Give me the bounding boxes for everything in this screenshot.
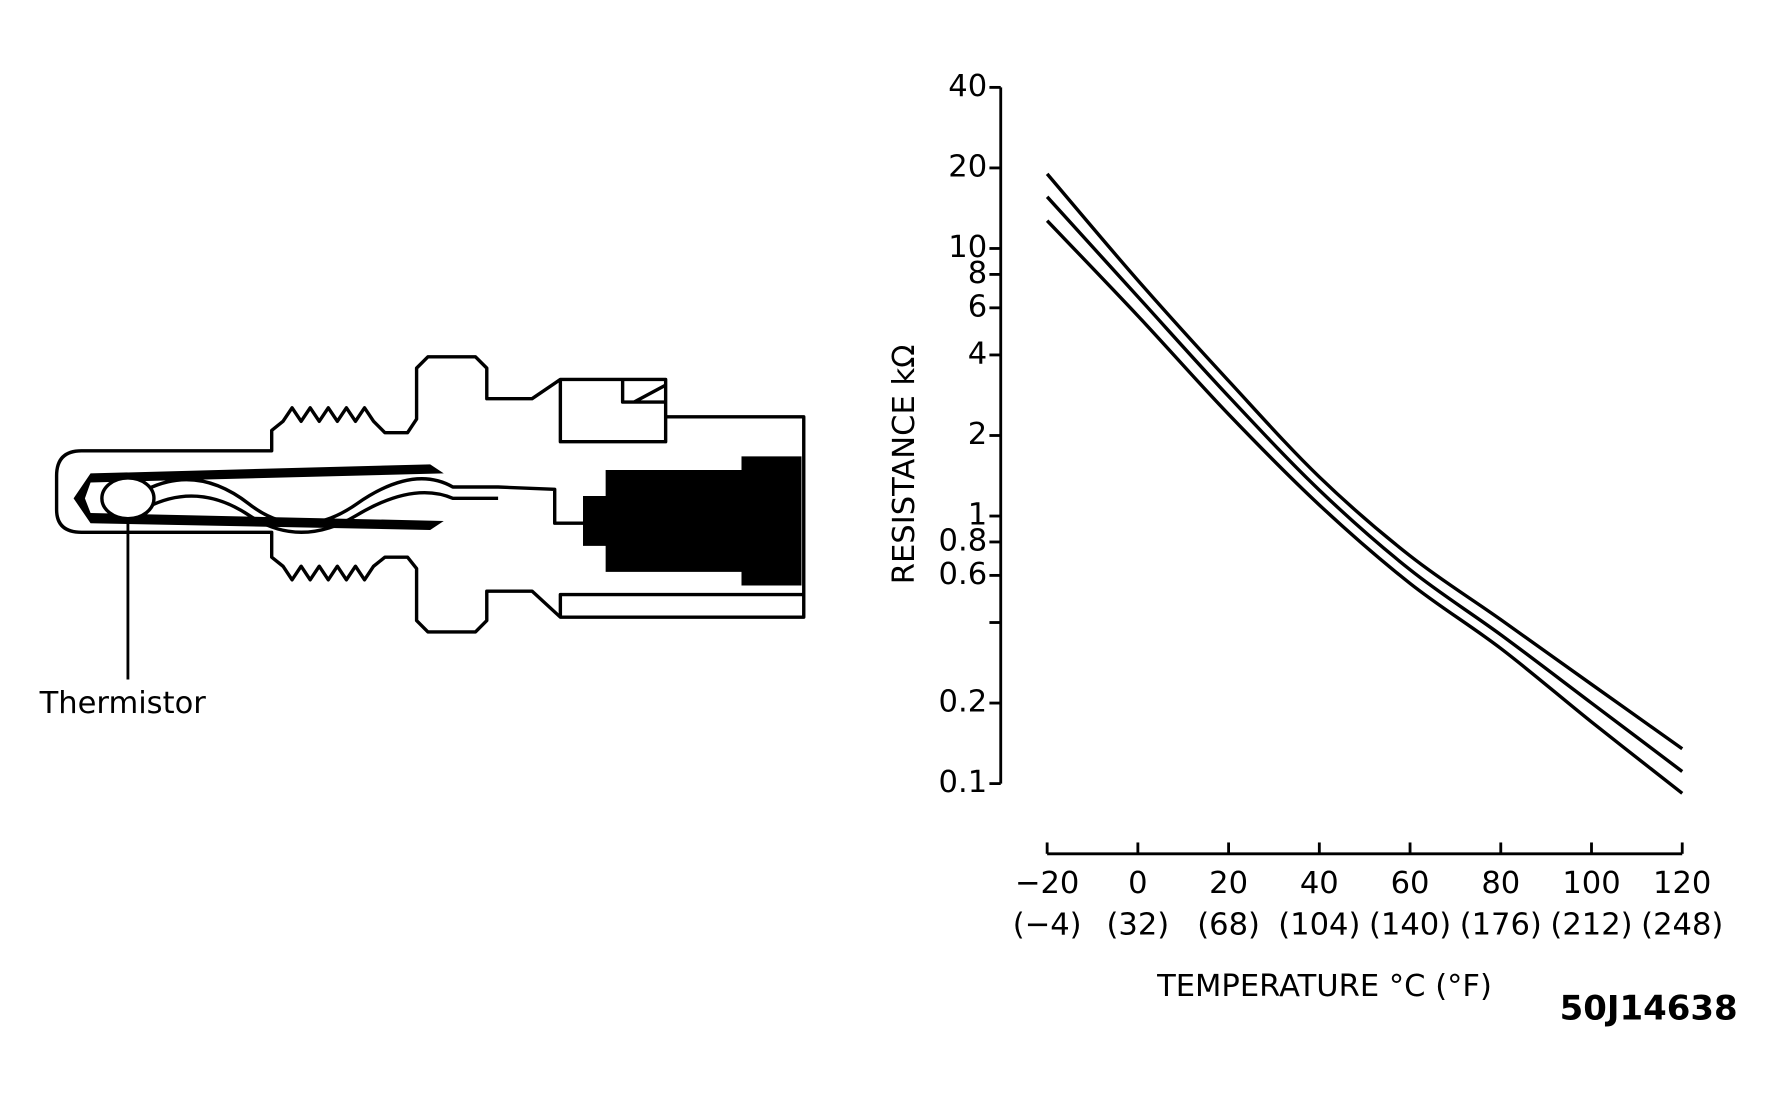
x-tick-label: −20 — [1015, 866, 1079, 901]
y-tick-label: 0.6 — [939, 557, 988, 592]
x-tick-label: 20 — [1209, 866, 1248, 901]
x-tick-secondary-label: (140) — [1369, 908, 1451, 943]
y-tick-label: 6 — [968, 289, 987, 324]
x-tick-secondary-label: (212) — [1550, 908, 1632, 943]
curve — [1045, 219, 1684, 795]
sensor-diagram: Thermistor — [39, 355, 806, 721]
y-tick-label: 2 — [968, 417, 987, 452]
y-tick-label: 40 — [948, 69, 987, 104]
curve — [1045, 195, 1684, 773]
x-tick-secondary-label: (104) — [1278, 908, 1360, 943]
x-tick-label: 0 — [1128, 866, 1147, 901]
x-tick-label: 40 — [1300, 866, 1339, 901]
x-tick-label: 100 — [1562, 866, 1620, 901]
y-tick-label: 4 — [968, 336, 987, 371]
x-tick-secondary-label: (−4) — [1013, 908, 1082, 943]
figure-code: 50J14638 — [1560, 989, 1738, 1029]
y-tick-label: 10 — [948, 230, 987, 265]
y-tick-label: 8 — [968, 256, 987, 291]
diagram-label: Thermistor — [39, 686, 207, 721]
y-tick-label: 0.1 — [939, 765, 988, 800]
y-tick-label: 0.2 — [939, 685, 988, 720]
x-tick-secondary-label: (248) — [1641, 908, 1723, 943]
curve — [1045, 172, 1684, 751]
y-tick-label: 20 — [948, 149, 987, 184]
x-tick-secondary-label: (176) — [1460, 908, 1542, 943]
y-axis-title: RESISTANCE kΩ — [887, 344, 922, 584]
x-axis-title: TEMPERATURE °C (°F) — [1156, 969, 1492, 1004]
y-tick-label: 1 — [968, 498, 987, 533]
x-tick-secondary-label: (68) — [1197, 908, 1260, 943]
y-tick-label: 0.8 — [939, 523, 988, 558]
x-tick-label: 80 — [1481, 866, 1520, 901]
x-tick-label: 60 — [1391, 866, 1430, 901]
x-tick-secondary-label: (32) — [1107, 908, 1170, 943]
x-tick-label: 120 — [1653, 866, 1711, 901]
